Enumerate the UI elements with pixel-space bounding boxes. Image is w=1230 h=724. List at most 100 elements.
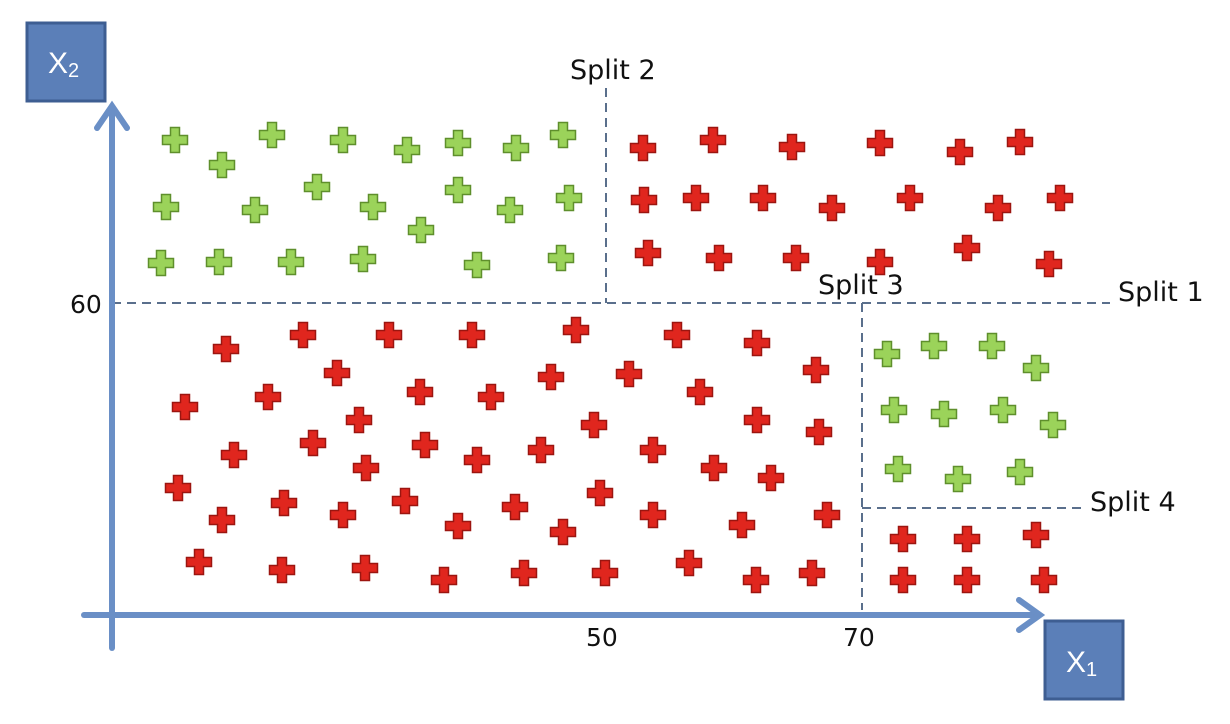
split-4-label: Split 4 [1090, 487, 1176, 518]
red-point [171, 393, 199, 421]
red-point [629, 134, 657, 162]
red-point [802, 356, 830, 384]
red-point [742, 566, 770, 594]
red-point [270, 489, 298, 517]
green-point [873, 340, 901, 368]
red-point [699, 126, 727, 154]
red-point [896, 184, 924, 212]
red-point [477, 383, 505, 411]
red-point [254, 383, 282, 411]
x-axis-label: X1 [1066, 646, 1097, 681]
red-point [299, 429, 327, 457]
region-x1-lt-70-x2-lt-60 [164, 316, 841, 594]
green-point [463, 251, 491, 279]
red-point [700, 454, 728, 482]
green-point [161, 126, 189, 154]
red-point [889, 566, 917, 594]
x-axis-label-box [1043, 619, 1125, 701]
data-points [147, 121, 1074, 594]
green-point [555, 184, 583, 212]
green-point [205, 248, 233, 276]
red-point [615, 360, 643, 388]
region-x1-gt-70-lower [889, 521, 1058, 594]
red-point [778, 133, 806, 161]
red-point [749, 184, 777, 212]
green-point [241, 196, 269, 224]
region-x1-gt-50-x2-gt-60 [629, 126, 1074, 278]
red-point [663, 321, 691, 349]
red-point [430, 566, 458, 594]
red-point [682, 184, 710, 212]
red-point [953, 566, 981, 594]
green-point [496, 196, 524, 224]
red-point [352, 454, 380, 482]
red-point [953, 525, 981, 553]
red-point [375, 321, 403, 349]
red-point [782, 244, 810, 272]
green-point [930, 400, 958, 428]
red-point [757, 464, 785, 492]
red-point [208, 506, 236, 534]
green-point [152, 193, 180, 221]
red-point [345, 406, 373, 434]
red-point [501, 493, 529, 521]
red-point [728, 511, 756, 539]
red-point [1006, 128, 1034, 156]
region-x1-gt-70-upper [873, 332, 1067, 493]
green-point [444, 176, 472, 204]
x-tick-50: 50 [586, 623, 618, 652]
red-point [743, 406, 771, 434]
red-point [675, 549, 703, 577]
red-point [268, 556, 296, 584]
split-2-label: Split 2 [570, 55, 656, 86]
green-point [880, 396, 908, 424]
red-point [458, 321, 486, 349]
green-point [549, 121, 577, 149]
y-axis-label: X2 [48, 47, 79, 82]
red-point [527, 436, 555, 464]
red-point [818, 194, 846, 222]
green-point [303, 173, 331, 201]
green-point [884, 455, 912, 483]
green-point [444, 129, 472, 157]
red-point [164, 474, 192, 502]
green-point [407, 216, 435, 244]
red-point [444, 512, 472, 540]
red-point [946, 138, 974, 166]
red-point [391, 487, 419, 515]
red-point [1022, 521, 1050, 549]
green-point [944, 465, 972, 493]
green-point [1022, 354, 1050, 382]
red-point [289, 321, 317, 349]
red-point [705, 244, 733, 272]
red-point [406, 378, 434, 406]
green-point [393, 136, 421, 164]
green-point [1039, 411, 1067, 439]
green-point [978, 332, 1006, 360]
green-point [147, 249, 175, 277]
red-point [463, 446, 491, 474]
red-point [1035, 250, 1063, 278]
red-point [591, 559, 619, 587]
red-point [329, 501, 357, 529]
red-point [743, 329, 771, 357]
red-point [549, 518, 577, 546]
red-point [185, 548, 213, 576]
green-point [258, 121, 286, 149]
red-point [586, 479, 614, 507]
green-point [277, 248, 305, 276]
red-point [798, 559, 826, 587]
green-point [359, 193, 387, 221]
red-point [639, 436, 667, 464]
green-point [329, 126, 357, 154]
red-point [889, 525, 917, 553]
x-tick-70: 70 [843, 623, 875, 652]
green-point [989, 396, 1017, 424]
red-point [630, 186, 658, 214]
red-point [813, 501, 841, 529]
x-axis-arrowhead [1016, 597, 1046, 633]
red-point [351, 554, 379, 582]
green-point [920, 332, 948, 360]
red-point [510, 559, 538, 587]
